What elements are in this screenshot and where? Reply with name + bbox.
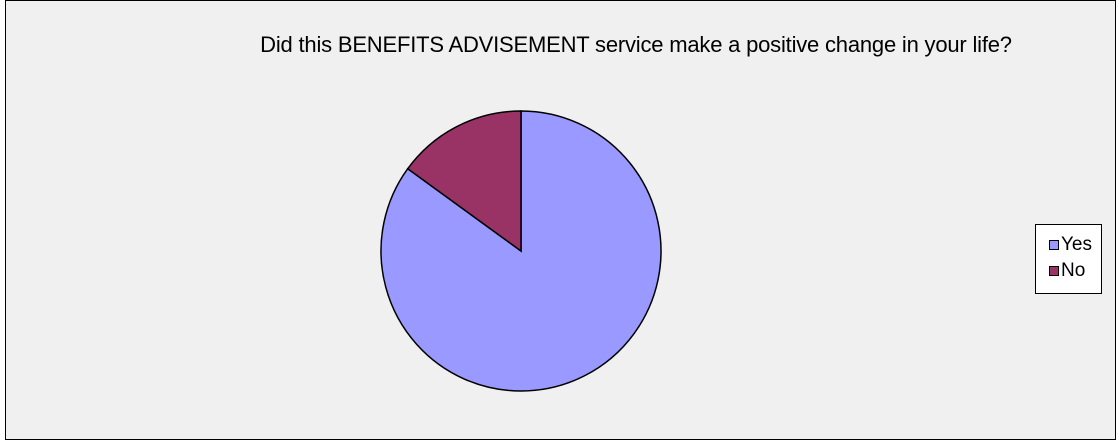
legend-label-yes: Yes <box>1061 234 1092 255</box>
legend-label-no: No <box>1061 260 1086 281</box>
chart-title: Did this BENEFITS ADVISEMENT service mak… <box>260 32 1012 57</box>
legend-item-no: No <box>1036 258 1101 284</box>
chart-area: Did this BENEFITS ADVISEMENT service mak… <box>5 0 1116 440</box>
legend-item-yes: Yes <box>1036 232 1101 258</box>
legend: Yes No <box>1035 224 1102 294</box>
legend-swatch-yes <box>1049 240 1059 250</box>
legend-swatch-no <box>1049 266 1059 276</box>
pie-chart <box>380 110 662 392</box>
pie-slice-no <box>406 110 522 253</box>
